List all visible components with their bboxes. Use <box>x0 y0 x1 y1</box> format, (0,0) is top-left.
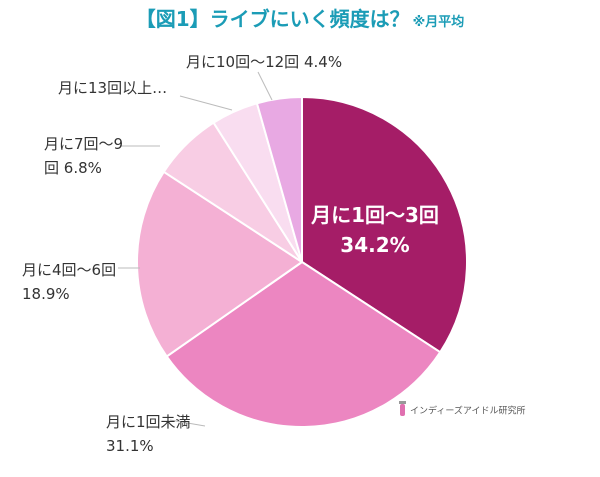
pie-slice <box>165 260 442 428</box>
slice-label: 月に1回～3回 34.2% <box>295 200 455 260</box>
category-label: 月に7回～9回 <box>44 135 124 177</box>
leader-line <box>257 71 273 101</box>
pie-slice <box>136 170 304 358</box>
category-label: 月に1回未満 <box>106 413 191 431</box>
slice-label: 月に1回未満 31.1% <box>106 410 206 458</box>
leader-line <box>169 419 206 427</box>
value-label: 34.2% <box>340 233 410 257</box>
category-label: 月に1回～3回 <box>311 203 439 227</box>
title-text: 【図1】ライブにいく頻度は？ <box>136 7 410 31</box>
watermark-icon <box>399 401 406 416</box>
watermark: インディーズアイドル研究所 <box>410 405 525 417</box>
category-label: 月に4回～6回 <box>22 261 117 279</box>
slice-label: 月に10回～12回 4.4% <box>186 50 386 74</box>
slice-label: 月に4回～6回 18.9% <box>22 258 127 306</box>
leader-line <box>179 95 233 111</box>
chart-title: 【図1】ライブにいく頻度は？ ※月平均 <box>136 7 465 31</box>
subtitle: ※月平均 <box>413 14 465 30</box>
pie-slice <box>255 95 303 263</box>
category-label: 月に10回～12回 <box>186 53 300 71</box>
slice-label: 月に7回～9回 6.8% <box>44 132 134 180</box>
value-label: 18.9% <box>22 285 70 303</box>
slice-label: 月に13回以上… <box>58 76 218 100</box>
value-label: 6.8% <box>63 159 102 177</box>
category-label: 月に13回以上… <box>58 79 168 97</box>
value-label: 4.4% <box>303 53 343 71</box>
value-label: 31.1% <box>106 437 154 455</box>
